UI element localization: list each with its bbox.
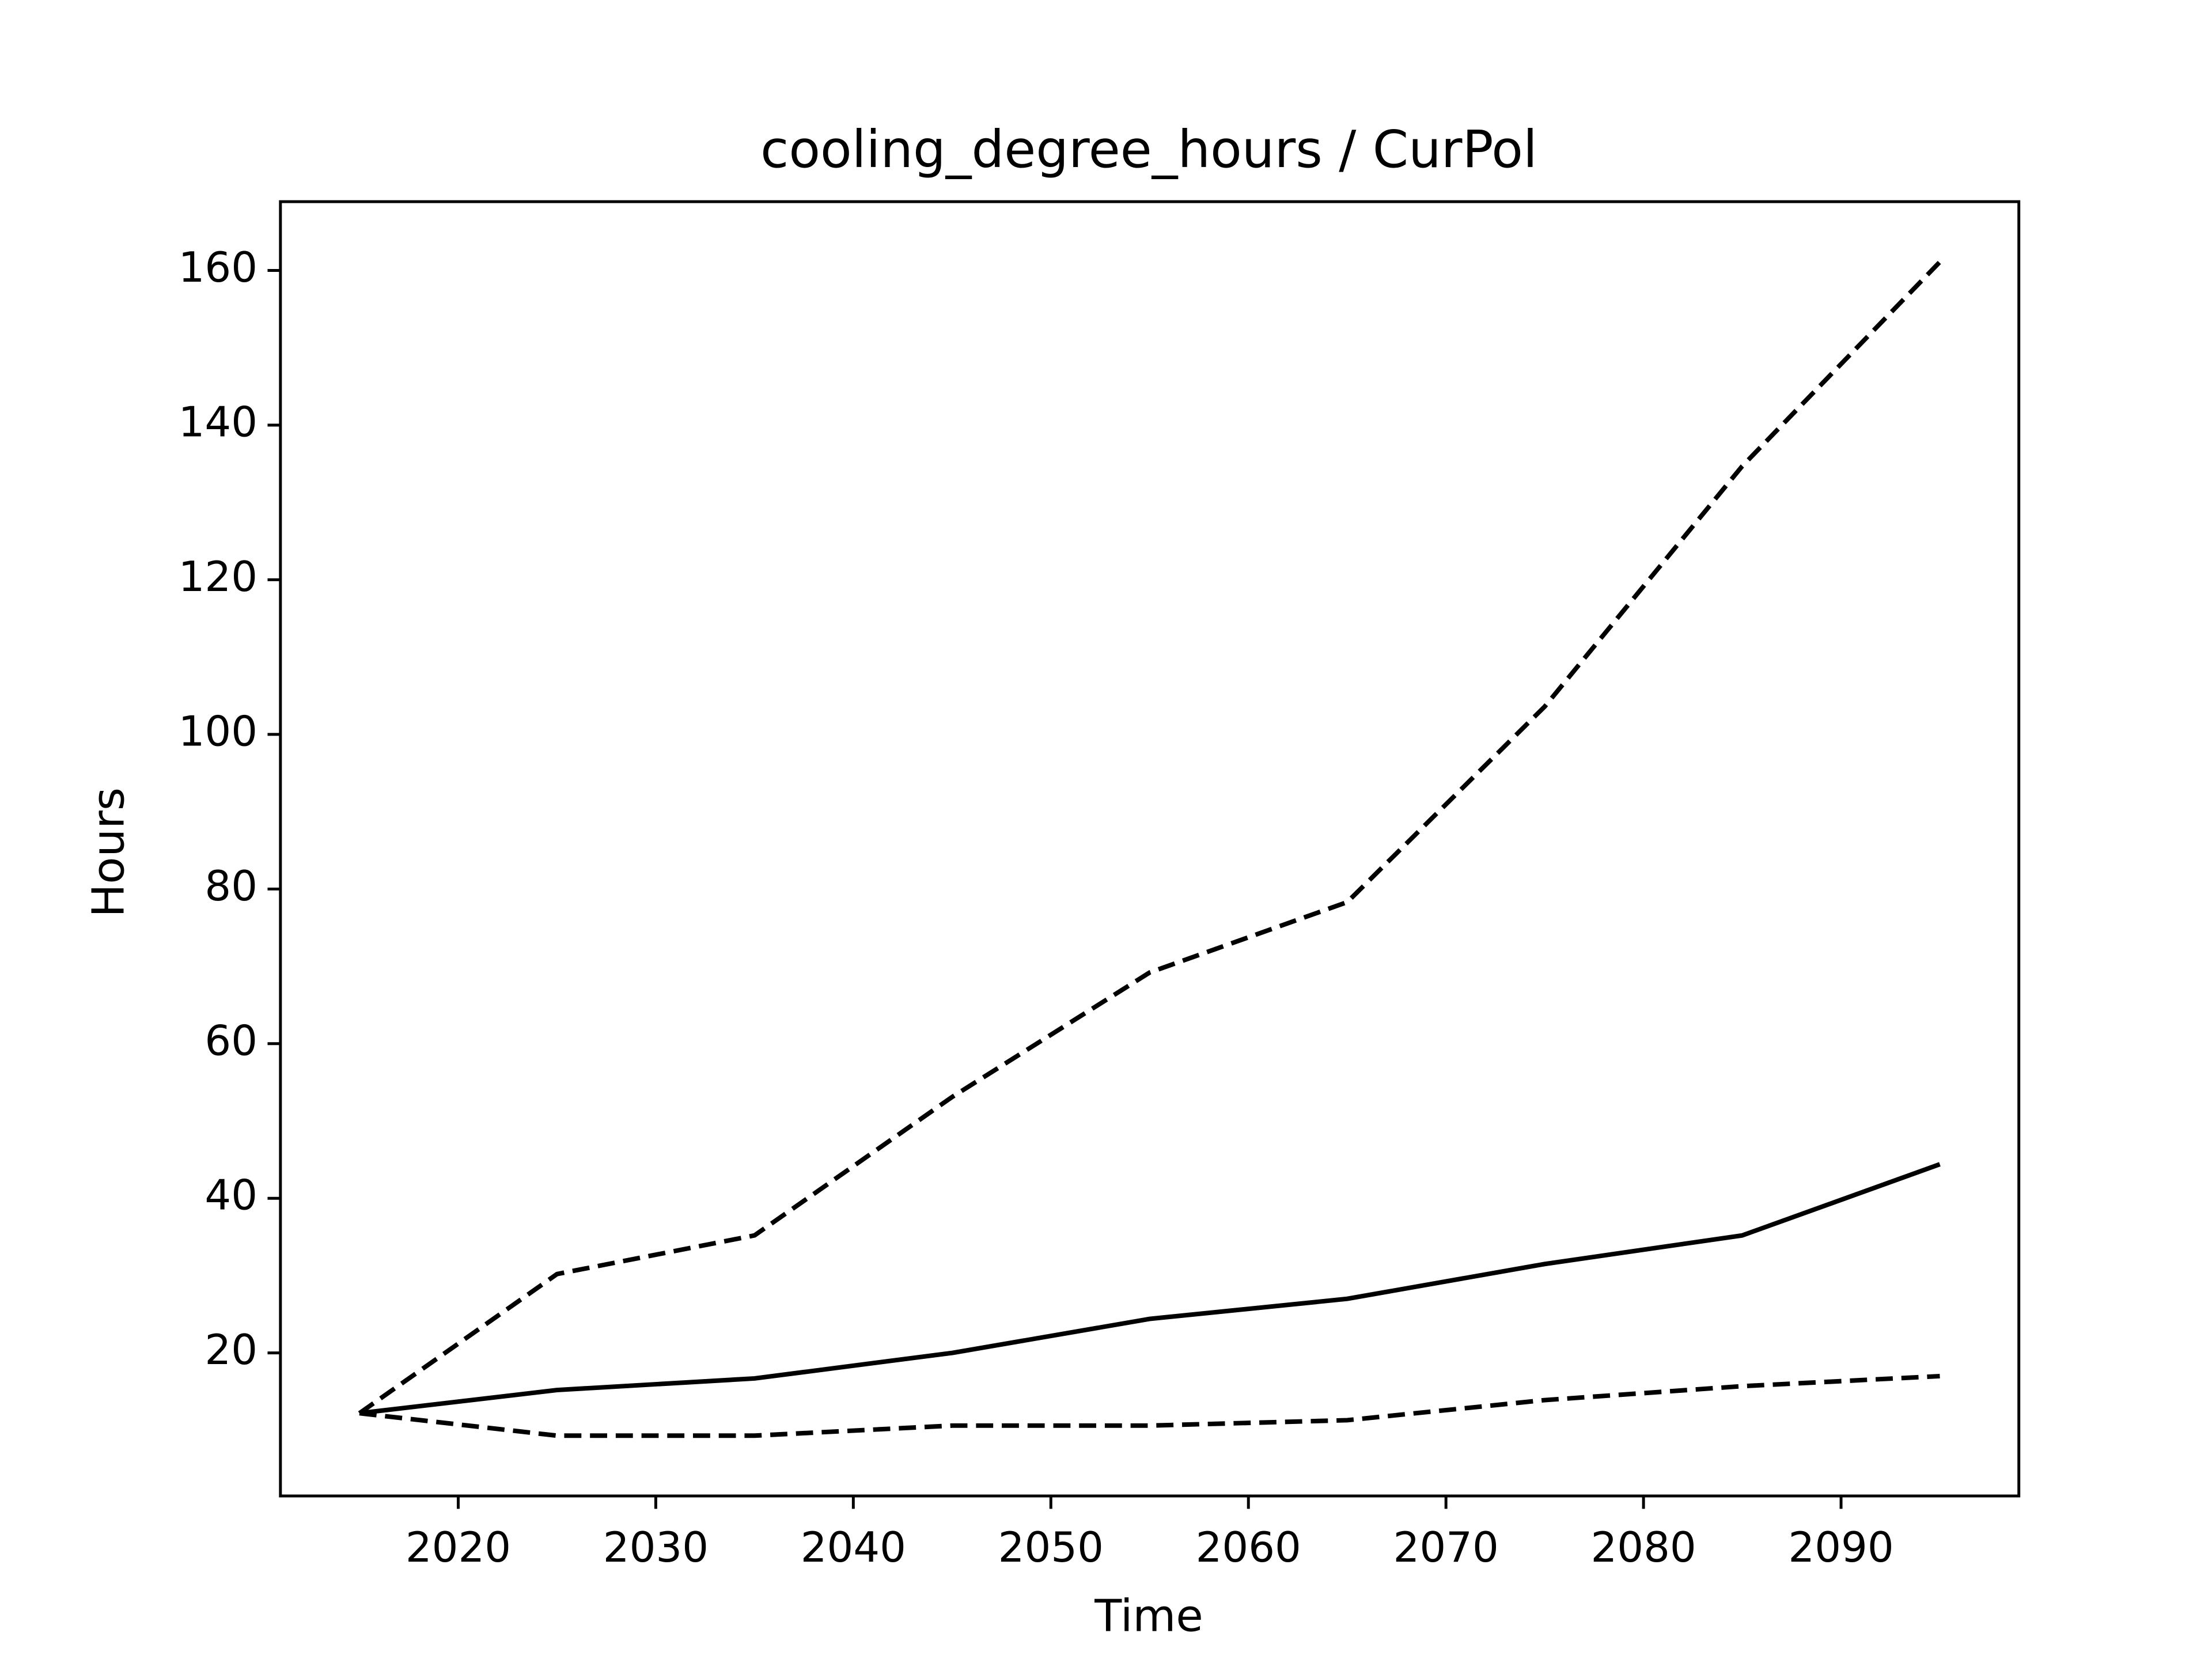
x-tick-label: 2080 (1590, 1523, 1696, 1571)
plot-frame (279, 200, 2021, 1498)
y-tick-label: 40 (204, 1171, 257, 1219)
x-tick-label: 2030 (603, 1523, 709, 1571)
y-tick-label: 80 (204, 862, 257, 910)
line-series (359, 1373, 1940, 1438)
x-tick-label: 2090 (1788, 1523, 1893, 1571)
x-tick-label: 2050 (998, 1523, 1104, 1571)
y-tick-label: 60 (204, 1016, 257, 1065)
x-tick-label: 2070 (1393, 1523, 1499, 1571)
line-series (359, 1162, 1941, 1416)
y-tick-label: 160 (179, 243, 257, 291)
y-tick-label: 100 (179, 707, 257, 755)
x-tick-label: 2040 (801, 1523, 906, 1571)
y-axis-label: Hours (84, 787, 135, 917)
x-tick-label: 2020 (406, 1523, 511, 1571)
y-tick-label: 20 (204, 1325, 257, 1374)
x-tick-label: 2060 (1196, 1523, 1301, 1571)
y-tick-label: 120 (179, 552, 257, 601)
line-series (358, 260, 1942, 1415)
x-axis-label: Time (1094, 1590, 1203, 1642)
y-tick-label: 140 (179, 397, 257, 446)
chart-title: cooling_degree_hours / CurPol (760, 120, 1537, 180)
